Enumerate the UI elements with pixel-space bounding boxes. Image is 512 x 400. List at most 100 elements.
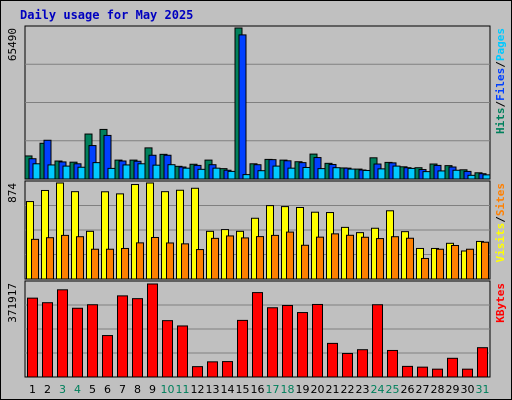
legend-item-slash: / [494, 61, 507, 68]
bar-pages-day-31 [482, 174, 491, 180]
legend-item-visits: Visits [494, 223, 507, 263]
x-tick-label-day-27: 27 [416, 383, 430, 396]
x-tick-label-day-30: 30 [461, 383, 475, 396]
bar-pages-day-30 [467, 174, 476, 180]
bar-kbytes-day-18 [282, 304, 293, 378]
bar-visits-day-12 [191, 187, 199, 280]
x-tick-label-day-11: 11 [176, 383, 190, 396]
bar-pages-day-1 [32, 163, 41, 180]
bar-sites-day-22 [346, 234, 354, 280]
bar-sites-day-7 [121, 247, 129, 280]
bar-kbytes-day-14 [222, 361, 233, 378]
bar-pages-day-5 [92, 162, 101, 180]
bar-visits-day-3 [56, 182, 64, 280]
legend-item-slash: / [494, 216, 507, 223]
bar-sites-day-8 [136, 242, 144, 280]
bar-kbytes-day-7 [117, 295, 128, 378]
bar-pages-day-18 [287, 167, 296, 180]
bar-kbytes-day-17 [267, 307, 278, 378]
x-tick-label-day-19: 19 [296, 383, 310, 396]
bar-pages-day-29 [452, 169, 461, 180]
x-tick-label-day-22: 22 [341, 383, 355, 396]
x-tick-label-day-16: 16 [251, 383, 265, 396]
bar-kbytes-day-1 [27, 297, 38, 378]
bar-kbytes-day-9 [147, 283, 158, 378]
x-tick-label-day-15: 15 [236, 383, 250, 396]
bar-kbytes-day-13 [207, 361, 218, 378]
legend-item-kbytes: KBytes [494, 283, 507, 323]
bar-sites-day-24 [376, 238, 384, 280]
bar-visits-day-7 [116, 193, 124, 280]
bar-kbytes-day-24 [372, 304, 383, 378]
x-tick-label-day-25: 25 [386, 383, 400, 396]
bar-visits-day-10 [161, 191, 169, 280]
bar-files-day-15 [238, 34, 247, 180]
y-max-label: 65490 [6, 28, 19, 61]
x-tick-label-day-13: 13 [206, 383, 220, 396]
bar-pages-day-23 [362, 169, 371, 180]
bar-pages-day-6 [107, 167, 116, 180]
bar-kbytes-day-8 [132, 298, 143, 378]
bar-sites-day-2 [46, 237, 54, 280]
bar-kbytes-day-21 [327, 342, 338, 378]
bar-kbytes-day-19 [297, 312, 308, 378]
bar-kbytes-day-23 [357, 349, 368, 378]
visits-sites-panel: 874 Visits/Sites [6, 180, 507, 280]
bar-kbytes-day-29 [447, 357, 458, 378]
bar-sites-day-23 [361, 236, 369, 280]
bar-sites-day-26 [406, 237, 414, 280]
bar-kbytes-day-11 [177, 325, 188, 378]
bar-pages-day-12 [197, 168, 206, 180]
bar-sites-day-21 [331, 233, 339, 280]
bar-pages-day-27 [422, 171, 431, 180]
bar-kbytes-day-25 [387, 349, 398, 378]
bar-pages-day-28 [437, 170, 446, 180]
bar-visits-day-8 [131, 184, 139, 280]
bar-pages-day-19 [302, 166, 311, 180]
bar-sites-day-10 [166, 242, 174, 280]
x-tick-label-day-4: 4 [74, 383, 81, 396]
bar-sites-day-27 [421, 257, 429, 280]
y-max-label: 874 [6, 183, 19, 203]
y-max-label: 371917 [6, 283, 19, 323]
bar-pages-day-21 [332, 167, 341, 180]
chart-title: Daily usage for May 2025 [20, 8, 194, 22]
bar-sites-day-30 [466, 248, 474, 280]
x-tick-label-day-3: 3 [59, 383, 66, 396]
bar-kbytes-day-31 [477, 347, 488, 378]
x-tick-label-day-31: 31 [476, 383, 490, 396]
bar-sites-day-4 [76, 236, 84, 280]
x-tick-label-day-17: 17 [266, 383, 280, 396]
bar-kbytes-day-16 [252, 292, 263, 378]
bar-sites-day-12 [196, 249, 204, 280]
bar-kbytes-day-12 [192, 366, 203, 378]
x-tick-label-day-1: 1 [29, 383, 36, 396]
bar-kbytes-day-28 [432, 368, 443, 378]
x-tick-label-day-28: 28 [431, 383, 445, 396]
bar-sites-day-11 [181, 243, 189, 280]
bar-pages-day-20 [317, 168, 326, 180]
bar-pages-day-22 [347, 168, 356, 180]
bar-sites-day-3 [61, 234, 69, 280]
bar-pages-day-9 [152, 164, 161, 180]
bar-pages-day-24 [377, 168, 386, 180]
bar-kbytes-day-10 [162, 320, 173, 378]
x-tick-label-day-6: 6 [104, 383, 111, 396]
bar-pages-day-8 [137, 163, 146, 180]
bar-kbytes-day-2 [42, 302, 53, 378]
bar-kbytes-day-30 [462, 368, 473, 378]
bar-sites-day-1 [31, 238, 39, 280]
bar-kbytes-day-20 [312, 303, 323, 378]
x-tick-label-day-10: 10 [161, 383, 175, 396]
bar-visits-day-2 [41, 189, 49, 280]
x-tick-label-day-26: 26 [401, 383, 415, 396]
bar-pages-day-16 [257, 170, 266, 180]
bar-sites-day-14 [226, 235, 234, 280]
bar-sites-day-31 [481, 241, 489, 280]
bar-kbytes-day-6 [102, 335, 113, 378]
x-tick-label-day-20: 20 [311, 383, 325, 396]
x-tick-label-day-12: 12 [191, 383, 205, 396]
bar-kbytes-day-3 [57, 289, 68, 378]
